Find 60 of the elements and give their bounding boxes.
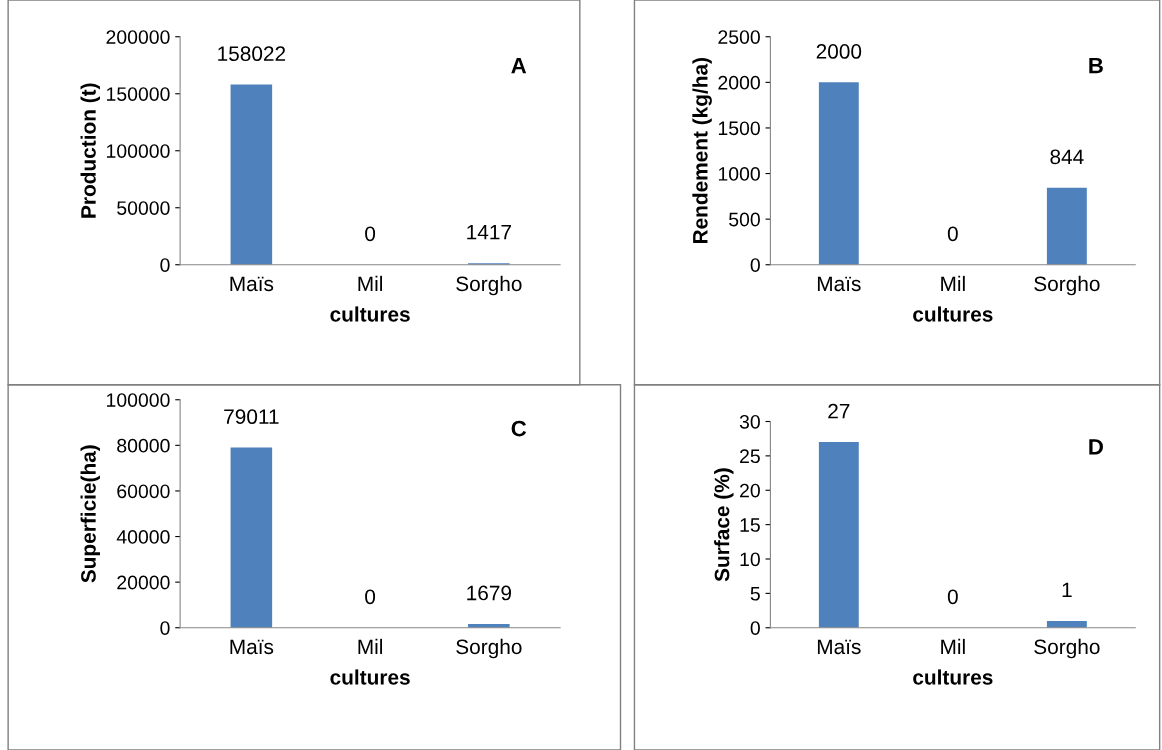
data-label: 0 <box>947 589 958 605</box>
data-label: 2000 <box>816 44 862 59</box>
y-axis-title: Surface (%) <box>714 468 734 582</box>
x-axis-title: cultures <box>330 669 410 685</box>
x-axis-title: cultures <box>330 306 410 322</box>
y-tick-label: 80000 <box>117 438 170 453</box>
y-tick-label: 10 <box>740 552 760 567</box>
x-tick-label: Sorgho <box>456 638 522 659</box>
x-tick-label: Maïs <box>230 276 274 292</box>
y-tick-label: 0 <box>750 258 760 272</box>
y-tick-label: 200000 <box>106 30 170 44</box>
y-tick-label: 0 <box>160 621 170 635</box>
y-tick-label: 150000 <box>106 87 170 101</box>
y-tick-label: 0 <box>750 621 760 635</box>
annotation: B <box>1089 57 1103 74</box>
y-tick-label: 1500 <box>718 121 760 136</box>
x-axis-title: cultures <box>913 306 993 322</box>
data-label: 844 <box>1050 149 1084 165</box>
x-tick-label: Maïs <box>817 276 861 292</box>
y-tick-label: 5 <box>750 587 760 601</box>
data-label: 1679 <box>467 585 512 601</box>
data-label: 27 <box>828 403 850 419</box>
x-tick-label: Sorgho <box>1034 638 1100 659</box>
y-tick-label: 2000 <box>718 75 760 90</box>
y-tick-label: 60000 <box>117 484 170 499</box>
y-tick-label: 50000 <box>117 201 170 215</box>
x-tick-label: Mil <box>358 638 383 654</box>
data-label: 0 <box>947 226 958 242</box>
x-tick-label: Maïs <box>817 639 861 655</box>
annotation: A <box>511 57 527 74</box>
y-tick-label: 15 <box>740 518 760 532</box>
y-tick-label: 40000 <box>116 530 170 544</box>
x-tick-label: Maïs <box>230 639 274 655</box>
y-tick-label: 100000 <box>106 144 170 158</box>
annotation: C <box>511 420 527 437</box>
data-label: 1417 <box>467 225 511 240</box>
y-tick-label: 0 <box>160 258 170 272</box>
y-axis-title: Superficie(ha) <box>80 445 100 583</box>
x-axis-title: cultures <box>913 669 993 685</box>
x-tick-label: Sorgho <box>1034 275 1100 296</box>
x-tick-label: Mil <box>941 638 965 654</box>
y-tick-label: 2500 <box>718 30 760 44</box>
data-label: 0 <box>365 589 376 605</box>
data-label: 1 <box>1062 582 1072 598</box>
y-tick-label: 500 <box>729 212 760 227</box>
y-axis-title: Production (t) <box>80 83 100 218</box>
y-tick-label: 20000 <box>117 575 170 590</box>
data-label: 158022 <box>218 46 286 62</box>
x-tick-label: Sorgho <box>456 275 522 296</box>
y-tick-label: 30 <box>739 414 760 429</box>
y-axis-title: Rendement (kg/ha) <box>692 58 712 244</box>
x-tick-label: Mil <box>941 275 965 291</box>
data-label: 79011 <box>224 409 279 425</box>
data-label: 0 <box>365 226 376 242</box>
x-tick-label: Mil <box>358 275 383 291</box>
y-tick-label: 1000 <box>718 167 760 181</box>
y-tick-label: 20 <box>740 483 760 498</box>
y-tick-label: 25 <box>740 449 760 464</box>
annotation: D <box>1089 439 1103 455</box>
y-tick-label: 100000 <box>106 393 170 407</box>
